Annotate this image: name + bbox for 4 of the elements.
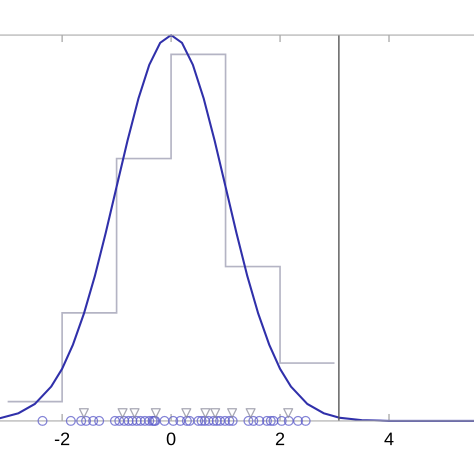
x-tick-label: -2: [54, 432, 70, 446]
x-tick-label: 0: [166, 432, 176, 446]
x-tick-label: 4: [384, 432, 394, 446]
x-tick-label: 2: [276, 432, 284, 446]
